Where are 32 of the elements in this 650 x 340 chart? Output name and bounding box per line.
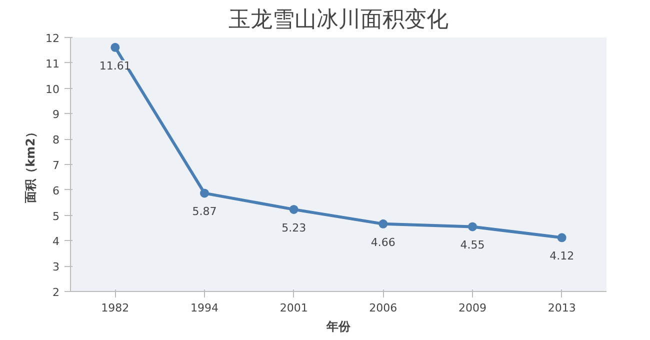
y-tick-label: 12: [46, 32, 60, 45]
x-axis-title: 年份: [326, 320, 352, 334]
point: [378, 219, 388, 228]
x-tick-label: 1994: [190, 302, 219, 314]
y-tick-label: 11: [46, 57, 60, 70]
point: [468, 222, 477, 232]
y-axis-title: 面积（km2）: [24, 126, 38, 204]
point: [200, 188, 209, 198]
y-tick-label: 7: [52, 159, 60, 172]
y-tick-label: 5: [52, 210, 60, 223]
data-label: 4.55: [460, 238, 485, 252]
y-tick-label: 4: [52, 235, 60, 248]
data-label: 4.12: [550, 250, 574, 263]
x-tick-label: 2009: [458, 302, 487, 314]
y-tick-label: 2: [52, 286, 60, 299]
y-tick-label: 8: [52, 134, 60, 147]
x-tick-label: 1982: [101, 302, 130, 314]
x-tick-label: 2006: [369, 302, 398, 314]
y-tick-label: 6: [52, 184, 60, 198]
data-label: 11.61: [99, 59, 131, 72]
data-label: 4.66: [370, 236, 396, 249]
point: [110, 42, 120, 52]
x-tick-label: 2001: [280, 302, 308, 314]
x-tick-label: 2013: [548, 302, 576, 314]
point: [557, 233, 566, 242]
chart-title: 玉龙雪山冰川面积变化: [228, 8, 448, 32]
data-label: 5.23: [282, 221, 306, 234]
y-tick-label: 3: [52, 260, 60, 274]
data-label: 5.87: [192, 205, 217, 218]
y-tick-label: 9: [52, 108, 60, 122]
y-tick-label: 10: [46, 82, 60, 96]
point: [289, 204, 298, 214]
